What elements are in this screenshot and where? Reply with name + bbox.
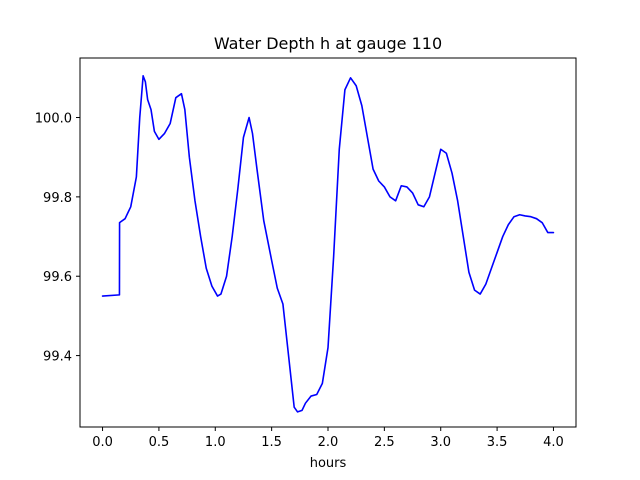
x-axis-label: hours (310, 456, 347, 471)
y-tick-label: 99.6 (43, 270, 72, 285)
y-tick-label: 99.4 (43, 350, 72, 365)
water-depth-line (101, 75, 555, 413)
y-tick-label: 99.8 (43, 191, 72, 206)
plot-area: 0.0 0.5 1.0 1.5 2.0 2.5 3.0 3.5 4.0 99.4 99.6 99.8… (35, 57, 577, 450)
y-axis-ticks: 99.4 99.6 99.8 100.0 (35, 112, 80, 365)
x-tick-label: 1.5 (261, 435, 282, 450)
x-tick-label: 3.0 (430, 435, 451, 450)
x-tick-label: 3.5 (487, 435, 508, 450)
x-axis-ticks: 0.0 0.5 1.0 1.5 2.0 2.5 3.0 3.5 4.0 (92, 427, 564, 450)
y-tick-label: 100.0 (35, 112, 72, 127)
x-tick-label: 4.0 (543, 435, 564, 450)
x-tick-label: 1.0 (205, 435, 226, 450)
x-tick-label: 2.0 (318, 435, 339, 450)
x-tick-label: 2.5 (374, 435, 395, 450)
x-tick-label: 0.5 (149, 435, 170, 450)
x-tick-label: 0.0 (92, 435, 113, 450)
chart-title: Water Depth h at gauge 110 (214, 34, 442, 53)
